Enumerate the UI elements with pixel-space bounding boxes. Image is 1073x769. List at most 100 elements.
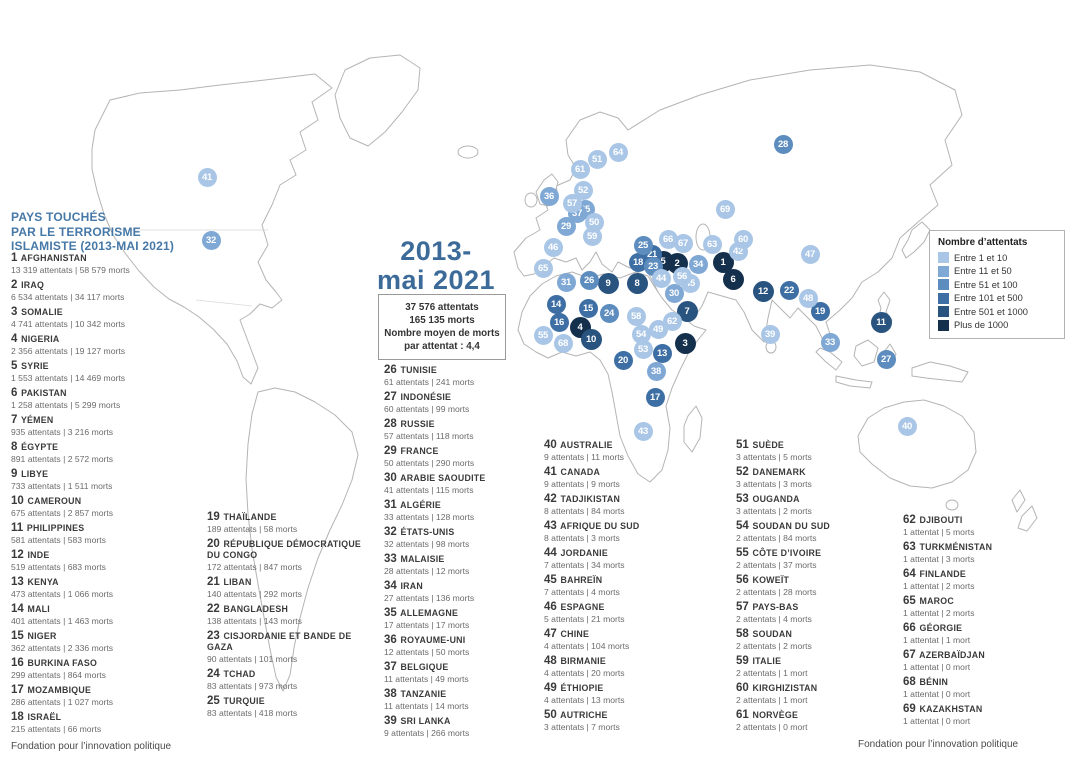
- legend-entry-5: Entre 501 et 1000: [938, 306, 1056, 317]
- country-item-25: 25 TURQUIE 83 attentats | 418 morts: [207, 695, 365, 718]
- country-item-56: 56 KOWEÏT 2 attentats | 28 morts: [736, 574, 904, 597]
- country-item-6: 6 PAKISTAN 1 258 attentats | 5 299 morts: [11, 387, 201, 410]
- country-item-8: 8 ÉGYPTE 891 attentats | 2 572 morts: [11, 441, 201, 464]
- country-item-33: 33 MALAISIE 28 attentats | 12 morts: [384, 553, 546, 576]
- country-name: 31 ALGÉRIE: [384, 499, 442, 511]
- country-stats: 28 attentats | 12 morts: [384, 565, 470, 576]
- country-rank: 28: [384, 418, 397, 430]
- country-rank: 41: [544, 466, 557, 478]
- country-item-48: 48 BIRMANIE 4 attentats | 20 morts: [544, 655, 716, 678]
- map-marker-3: 3: [674, 332, 696, 354]
- country-name: 66 GÉORGIE: [903, 622, 963, 634]
- country-item-10: 10 CAMEROUN 675 attentats | 2 857 morts: [11, 495, 201, 518]
- country-rank: 45: [544, 574, 557, 586]
- country-name: 67 AZERBAÏDJAN: [903, 649, 985, 661]
- map-marker-60: 60: [733, 229, 753, 249]
- country-stats: 138 attentats | 143 morts: [207, 615, 302, 626]
- map-marker-66: 66: [658, 229, 678, 249]
- country-item-59: 59 ITALIE 2 attentats | 1 mort: [736, 655, 904, 678]
- country-stats: 3 attentats | 3 morts: [736, 478, 812, 489]
- country-stats: 401 attentats | 1 463 morts: [11, 615, 114, 626]
- country-rank: 22: [207, 603, 220, 615]
- country-stats: 362 attentats | 2 336 morts: [11, 642, 114, 653]
- legend-label: Entre 501 et 1000: [954, 306, 1028, 317]
- country-rank: 5: [11, 360, 18, 372]
- page-title: PAYS TOUCHÉS PAR LE TERRORISME ISLAMISTE…: [11, 210, 211, 254]
- country-item-5: 5 SYRIE 1 553 attentats | 14 469 morts: [11, 360, 201, 383]
- country-item-55: 55 CÔTE D’IVOIRE 2 attentats | 37 morts: [736, 547, 904, 570]
- legend-entries: Entre 1 et 10 Entre 11 et 50 Entre 51 et 1…: [938, 252, 1056, 331]
- country-name: 24 TCHAD: [207, 668, 256, 680]
- country-name: 21 LIBAN: [207, 576, 252, 588]
- map-marker-53: 53: [633, 339, 653, 359]
- map-marker-8: 8: [626, 272, 648, 294]
- country-item-45: 45 BAHREÏN 7 attentats | 4 morts: [544, 574, 716, 597]
- map-marker-63: 63: [702, 234, 722, 254]
- country-stats: 1 553 attentats | 14 469 morts: [11, 372, 126, 383]
- island-java: [835, 375, 873, 389]
- map-marker-19: 19: [810, 301, 830, 321]
- country-item-37: 37 BELGIQUE 11 attentats | 49 morts: [384, 661, 546, 684]
- country-name: 23 CISJORDANIE ET BANDE DE GAZA: [207, 630, 352, 652]
- map-marker-36: 36: [539, 186, 559, 206]
- country-rank: 23: [207, 630, 220, 642]
- country-rank: 44: [544, 547, 557, 559]
- country-stats: 33 attentats | 128 morts: [384, 511, 475, 522]
- map-marker-7: 7: [676, 300, 698, 322]
- map-marker-48: 48: [798, 288, 818, 308]
- country-name: 9 LIBYE: [11, 468, 49, 480]
- map-marker-62: 62: [662, 311, 682, 331]
- country-stats: 83 attentats | 418 morts: [207, 707, 298, 718]
- country-name: 39 SRI LANKA: [384, 715, 451, 727]
- country-item-57: 57 PAYS-BAS 2 attentats | 4 morts: [736, 601, 904, 624]
- map-marker-11: 11: [870, 311, 892, 333]
- country-stats: 299 attentats | 864 morts: [11, 669, 106, 680]
- country-item-43: 43 AFRIQUE DU SUD 8 attentats | 3 morts: [544, 520, 716, 543]
- country-stats: 473 attentats | 1 066 morts: [11, 588, 114, 599]
- country-item-21: 21 LIBAN 140 attentats | 292 morts: [207, 576, 365, 599]
- country-name: 12 INDE: [11, 549, 50, 561]
- country-stats: 5 attentats | 21 morts: [544, 613, 625, 624]
- country-stats: 3 attentats | 2 morts: [736, 505, 812, 516]
- country-name: 22 BANGLADESH: [207, 603, 289, 615]
- summary-deaths: 165 135 morts: [409, 315, 475, 326]
- map-marker-24: 24: [599, 303, 619, 323]
- country-name: 45 BAHREÏN: [544, 574, 603, 586]
- country-rank: 69: [903, 703, 916, 715]
- country-stats: 4 attentats | 104 morts: [544, 640, 630, 651]
- country-name: 3 SOMALIE: [11, 306, 63, 318]
- country-list-col-3: 26 TUNISIE 61 attentats | 241 morts 27 IND…: [384, 364, 546, 743]
- legend-entry-4: Entre 101 et 500: [938, 292, 1056, 304]
- map-marker-40: 40: [897, 416, 917, 436]
- country-rank: 55: [736, 547, 749, 559]
- map-marker-69: 69: [715, 199, 735, 219]
- map-marker-32: 32: [201, 230, 221, 250]
- island-new-zealand-north: [1011, 489, 1026, 513]
- country-item-16: 16 BURKINA FASO 299 attentats | 864 morts: [11, 657, 201, 680]
- country-list-col-4: 40 AUSTRALIE 9 attentats | 11 morts 41 CAN…: [544, 439, 716, 737]
- country-name: 48 BIRMANIE: [544, 655, 606, 667]
- country-item-39: 39 SRI LANKA 9 attentats | 266 morts: [384, 715, 546, 738]
- country-rank: 20: [207, 538, 220, 550]
- country-rank: 24: [207, 668, 220, 680]
- country-rank: 10: [11, 495, 24, 507]
- summary-box: 37 576 attentats 165 135 morts Nombre mo…: [378, 294, 506, 360]
- map-marker-25: 25: [633, 235, 653, 255]
- country-stats: 140 attentats | 292 morts: [207, 588, 302, 599]
- country-stats: 6 534 attentats | 34 117 morts: [11, 291, 125, 302]
- country-rank: 52: [736, 466, 749, 478]
- country-rank: 60: [736, 682, 749, 694]
- country-name: 57 PAYS-BAS: [736, 601, 799, 613]
- country-stats: 215 attentats | 66 morts: [11, 723, 102, 734]
- country-name: 68 BÉNIN: [903, 676, 949, 688]
- country-name: 16 BURKINA FASO: [11, 657, 98, 669]
- legend-entry-3: Entre 51 et 100: [938, 279, 1056, 290]
- country-item-2: 2 IRAQ 6 534 attentats | 34 117 morts: [11, 279, 201, 302]
- country-rank: 40: [544, 439, 557, 451]
- country-stats: 83 attentats | 973 morts: [207, 680, 298, 691]
- country-name: 35 ALLEMAGNE: [384, 607, 459, 619]
- country-rank: 67: [903, 649, 916, 661]
- country-stats: 1 attentat | 0 mort: [903, 715, 971, 726]
- country-stats: 3 attentats | 7 morts: [544, 721, 620, 732]
- country-name: 62 DJIBOUTI: [903, 514, 963, 526]
